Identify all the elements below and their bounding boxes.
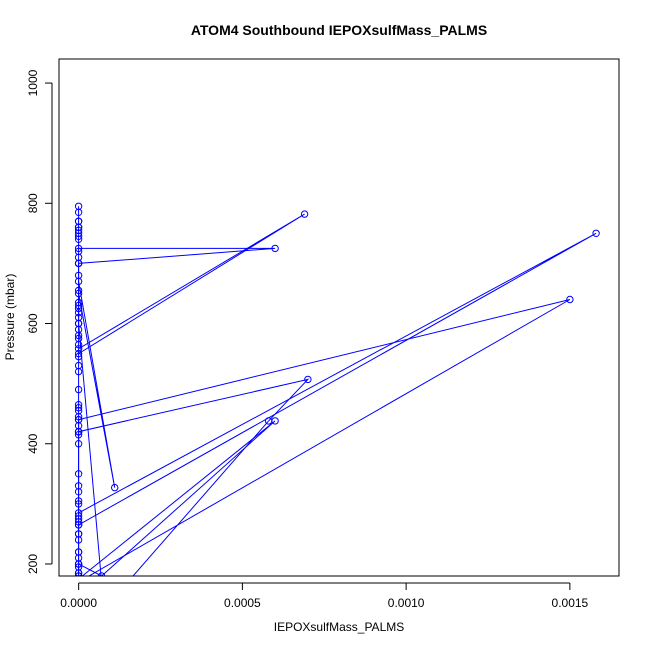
x-tick-label: 0.0015 [552,596,589,610]
data-point [74,301,83,310]
y-tick-label: 200 [26,554,40,574]
data-point [74,217,83,226]
data-point [74,440,83,448]
x-tick-label: 0.0010 [388,596,425,610]
data-point [74,226,83,235]
y-axis: 200 400 600 800 1000 [26,69,53,574]
data-point [74,340,83,349]
data-point [74,244,83,253]
data-point [74,345,83,353]
data-point [264,417,273,425]
data-point [74,530,83,538]
data-point [74,385,83,394]
y-tick-label: 1000 [26,69,40,96]
y-tick-label: 400 [26,433,40,453]
data-point [74,349,83,358]
x-axis: 0.0000 0.0005 0.0010 0.0015 [60,582,589,610]
series-2-line [78,247,571,576]
y-axis-label: Pressure (mbar) [3,274,17,361]
data-point [74,271,83,280]
x-axis-label: IEPOXsulfMass_PALMS [274,620,405,634]
data-point [74,367,83,376]
data-point [74,319,83,328]
data-point [74,428,83,436]
x-tick-label: 0.0000 [60,596,97,610]
data-point [74,286,83,295]
data-point [74,331,83,340]
data-point [566,295,574,304]
plot-layer [74,202,600,576]
data-point [74,208,83,217]
y-tick-label: 600 [26,313,40,333]
data-point [74,404,83,412]
y-tick-label: 800 [26,193,40,213]
data-point [304,375,312,384]
data-point [74,500,83,508]
data-point [74,235,83,244]
chart-title: ATOM4 Southbound IEPOXsulfMass_PALMS [191,22,487,38]
data-point [111,483,119,492]
plot-frame [58,58,620,577]
data-point [300,210,309,218]
data-point [74,259,83,268]
data-point [592,229,600,238]
x-tick-label: 0.0005 [224,596,261,610]
data-point [271,244,279,253]
